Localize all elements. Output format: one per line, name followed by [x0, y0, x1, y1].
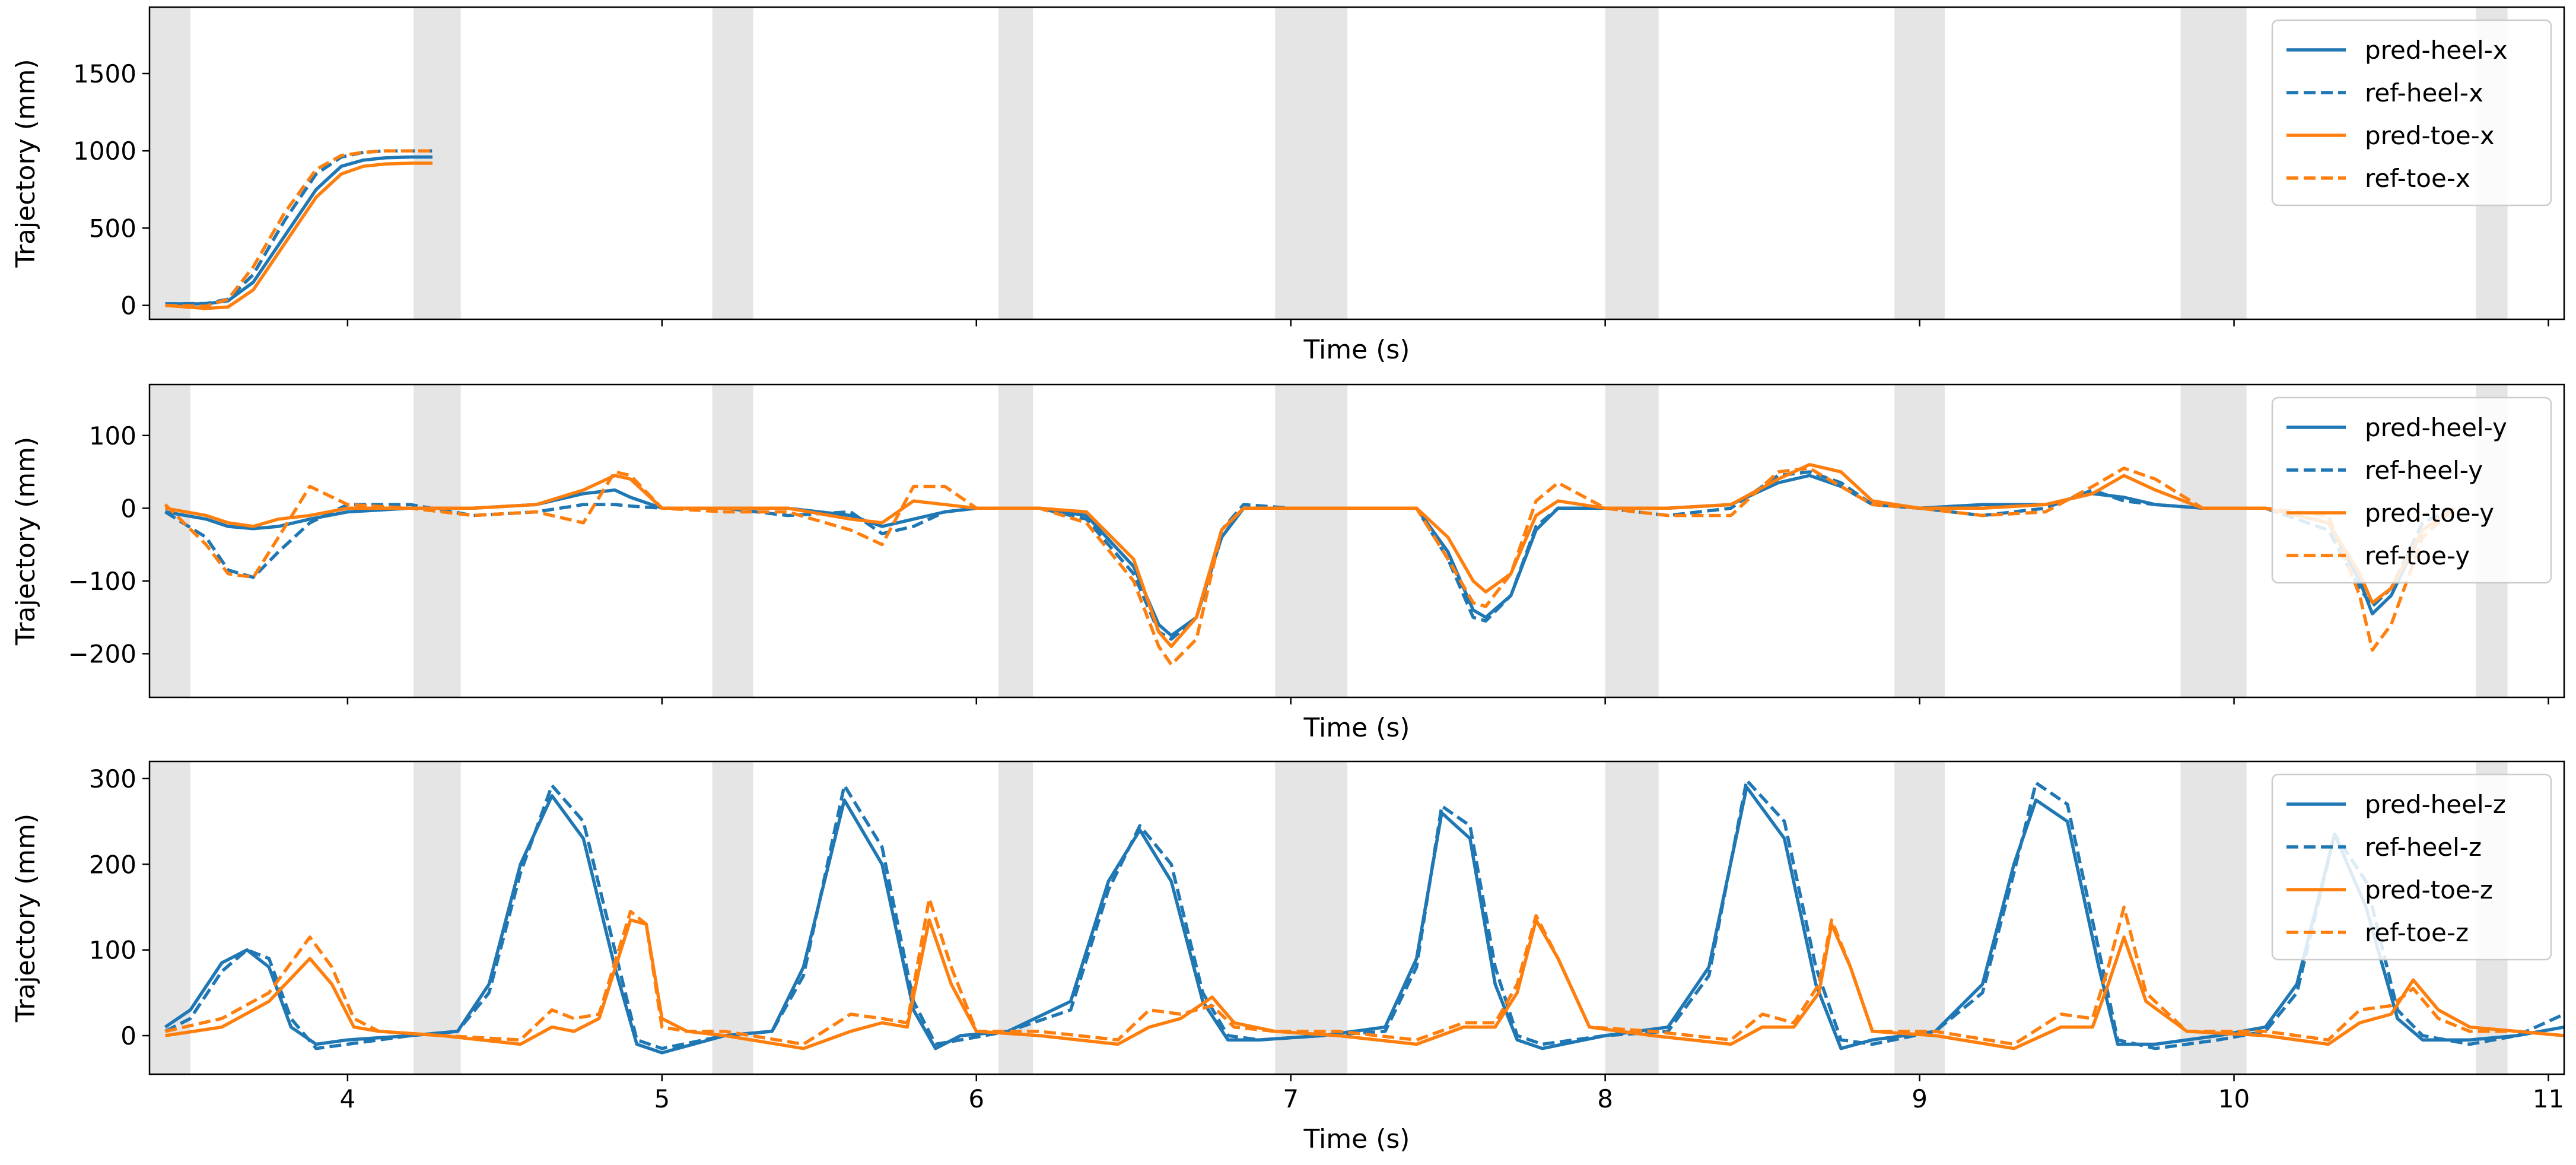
panel-x: 0 500 1000 1500 Time (s) Trajectory (mm) pred-… — [11, 6, 2565, 365]
x-tick-label: 10 — [2218, 1084, 2250, 1113]
shaded-interval-2 — [712, 7, 753, 319]
shaded-interval-6 — [1894, 761, 1945, 1074]
shaded-interval-4 — [1275, 385, 1348, 697]
shaded-interval-2 — [712, 761, 753, 1074]
legend-label-pred-toe-x: pred-toe-x — [2365, 121, 2495, 150]
x-axis-label: Time (s) — [1303, 713, 1410, 743]
axes-frame — [148, 383, 2565, 699]
shaded-interval-0 — [150, 7, 190, 319]
shaded-interval-5 — [1605, 385, 1659, 697]
series-line-pred-heel-x — [165, 155, 432, 306]
legend-label-pred-heel-x: pred-heel-x — [2365, 36, 2508, 65]
y-tick-label: 1000 — [73, 137, 136, 166]
series-line-ref-toe-z — [164, 897, 2564, 1046]
shaded-interval-0 — [150, 385, 190, 697]
legend: pred-heel-x ref-heel-x pred-toe-x ref-toe-x — [2271, 19, 2552, 207]
shaded-interval-6 — [1894, 7, 1945, 319]
legend: pred-heel-y ref-heel-y pred-toe-y ref-toe-y — [2271, 396, 2552, 584]
shaded-interval-3 — [998, 385, 1033, 697]
series-line-ref-heel-x — [165, 149, 432, 306]
shaded-interval-5 — [1605, 761, 1659, 1074]
panel-y: −200 −100 0 100 Time (s) Trajectory (mm) pred-… — [11, 383, 2565, 743]
shaded-interval-7 — [2180, 385, 2247, 697]
x-tick-label: 9 — [1912, 1084, 1928, 1113]
shaded-intervals — [150, 385, 2508, 697]
x-tick-label: 11 — [2533, 1084, 2564, 1113]
legend-label-ref-toe-z: ref-toe-z — [2365, 918, 2469, 947]
shaded-interval-7 — [2180, 761, 2247, 1074]
series-line-pred-toe-z — [165, 918, 2564, 1050]
y-tick-label: −200 — [68, 639, 136, 668]
x-axis-label: Time (s) — [1303, 1124, 1410, 1154]
x-tick-label: 5 — [654, 1084, 670, 1113]
y-axis-label: Trajectory (mm) — [11, 814, 41, 1023]
shaded-interval-1 — [414, 761, 461, 1074]
shaded-interval-4 — [1275, 7, 1348, 319]
shaded-interval-1 — [414, 385, 461, 697]
series-line-pred-toe-y — [165, 463, 2456, 648]
series-lines — [164, 463, 2456, 666]
axes-frame — [148, 760, 2565, 1075]
y-axis-label: Trajectory (mm) — [11, 59, 41, 268]
legend-box — [2271, 773, 2552, 961]
x-tick-label: 7 — [1283, 1084, 1299, 1113]
shaded-interval-3 — [998, 7, 1033, 319]
series-line-pred-toe-x — [165, 161, 432, 310]
panel-z: 0 100 200 300 4 5 6 7 8 9 10 11 Time (s) Trajectory (… — [11, 760, 2565, 1154]
shaded-interval-6 — [1894, 385, 1945, 697]
y-tick-label: 100 — [89, 936, 136, 965]
y-tick-label: 500 — [89, 214, 136, 243]
legend-label-ref-heel-z: ref-heel-z — [2365, 833, 2482, 862]
legend-label-ref-toe-x: ref-toe-x — [2365, 164, 2470, 193]
series-lines — [165, 149, 432, 310]
y-axis-label: Trajectory (mm) — [11, 437, 41, 646]
legend-label-pred-toe-y: pred-toe-y — [2365, 499, 2494, 528]
y-tick-label: 0 — [120, 291, 136, 320]
legend-label-pred-toe-z: pred-toe-z — [2365, 875, 2493, 904]
series-line-ref-toe-y — [164, 466, 2456, 666]
shaded-interval-5 — [1605, 7, 1659, 319]
legend: pred-heel-z ref-heel-z pred-toe-z ref-toe-z — [2271, 773, 2552, 961]
y-tick-label: 200 — [89, 850, 136, 879]
y-tick-label: 100 — [89, 421, 136, 450]
axes-frame — [148, 6, 2565, 320]
y-tick-label: −100 — [68, 567, 136, 596]
y-tick-label: 1500 — [73, 59, 136, 88]
legend-label-ref-heel-y: ref-heel-y — [2365, 456, 2483, 485]
legend-label-ref-toe-y: ref-toe-y — [2365, 541, 2470, 570]
y-tick-label: 0 — [120, 494, 136, 523]
x-tick-label: 6 — [968, 1084, 984, 1113]
y-tick-label: 300 — [89, 764, 136, 793]
series-line-ref-toe-x — [165, 149, 432, 308]
legend-box — [2271, 396, 2552, 584]
shaded-intervals — [150, 7, 2508, 319]
x-axis-label: Time (s) — [1303, 335, 1410, 365]
x-tick-label: 8 — [1597, 1084, 1613, 1113]
legend-box — [2271, 19, 2552, 207]
shaded-interval-7 — [2180, 7, 2247, 319]
y-tick-label: 0 — [120, 1021, 136, 1050]
legend-label-ref-heel-x: ref-heel-x — [2365, 78, 2483, 107]
legend-label-pred-heel-z: pred-heel-z — [2365, 790, 2506, 819]
shaded-interval-2 — [712, 385, 753, 697]
shaded-interval-4 — [1275, 761, 1348, 1074]
shaded-intervals — [150, 761, 2508, 1074]
x-tick-label: 4 — [340, 1084, 356, 1113]
series-lines — [164, 779, 2564, 1055]
legend-label-pred-heel-y: pred-heel-y — [2365, 413, 2507, 442]
